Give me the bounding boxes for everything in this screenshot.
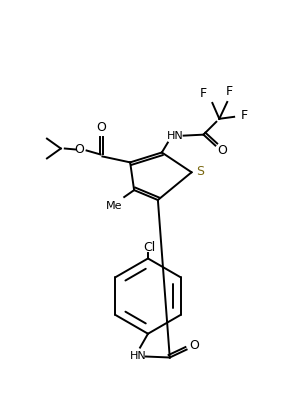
- Text: F: F: [200, 86, 207, 99]
- Text: O: O: [217, 144, 227, 157]
- Text: F: F: [226, 84, 233, 97]
- Text: O: O: [190, 339, 199, 352]
- Text: F: F: [241, 109, 248, 122]
- Text: Me: Me: [106, 201, 123, 211]
- Text: HN: HN: [130, 351, 147, 360]
- Text: HN: HN: [167, 130, 184, 141]
- Text: O: O: [75, 143, 85, 156]
- Text: S: S: [197, 165, 204, 178]
- Text: O: O: [96, 121, 106, 134]
- Text: Cl: Cl: [143, 241, 155, 254]
